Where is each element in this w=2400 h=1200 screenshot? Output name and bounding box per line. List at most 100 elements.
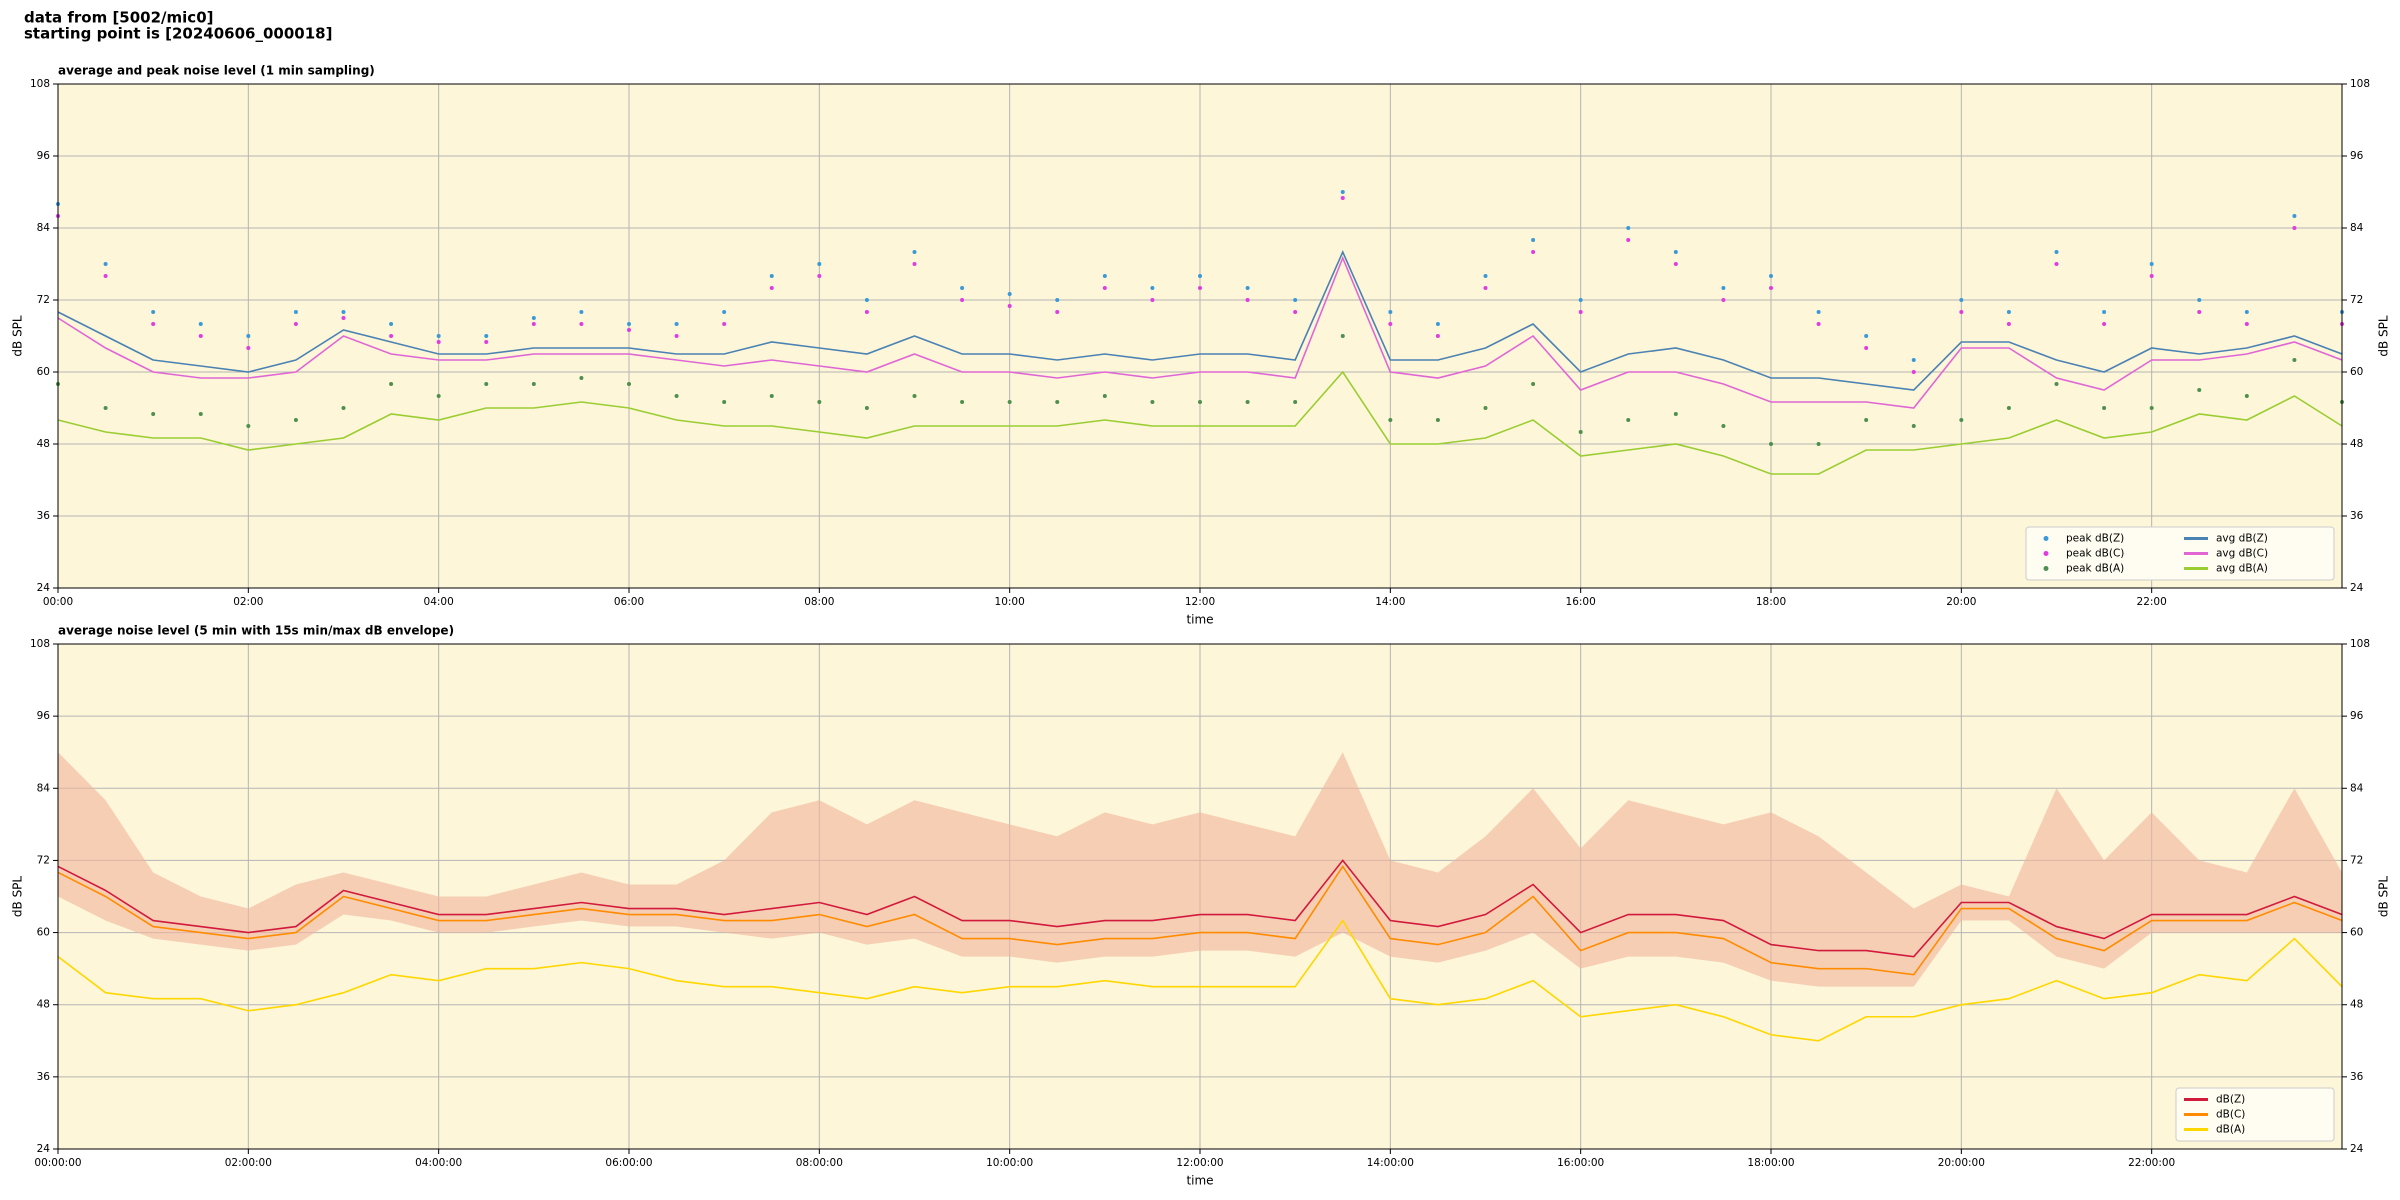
x-tick-label: 10:00 [995,596,1025,608]
x-tick-label: 04:00 [424,596,454,608]
peak-point [2102,406,2107,410]
peak-point [1007,304,1012,308]
peak-point [722,310,727,314]
peak-point [2197,388,2202,392]
peak-point [1673,262,1678,266]
peak-point [2054,382,2059,386]
y-tick-label: 96 [37,150,51,162]
peak-point [769,394,774,398]
x-tick-label: 22:00:00 [2128,1157,2175,1169]
peak-point [1055,310,1060,314]
peak-point [1721,286,1726,290]
y-tick-label: 96 [2350,150,2364,162]
peak-point [960,286,965,290]
legend-label: avg dB(C) [2216,548,2268,560]
peak-point [579,376,584,380]
peak-point [1578,310,1583,314]
y-tick-label: 48 [37,438,50,450]
legend-box [2175,1087,2335,1142]
peak-point [960,400,965,404]
peak-point [151,412,156,416]
x-tick-label: 04:00:00 [415,1157,462,1169]
x-tick-label: 06:00 [614,596,644,608]
legend-marker [2043,536,2049,541]
peak-point [722,400,727,404]
y-tick-label: 36 [37,510,51,522]
peak-point [1673,250,1678,254]
peak-point [2197,310,2202,314]
y-tick-label: 24 [2350,1143,2364,1155]
peak-point [103,406,108,410]
peak-point [103,262,108,266]
x-tick-label: 20:00 [1946,596,1976,608]
peak-point [1007,292,1012,296]
peak-point [1150,298,1155,302]
x-tick-label: 02:00:00 [225,1157,272,1169]
legend-label: dB(Z) [2216,1094,2245,1106]
peak-point [1911,358,1916,362]
peak-point [389,334,394,338]
peak-point [2006,322,2011,326]
peak-point [722,322,727,326]
panel: average noise level (5 min with 15s min/… [11,624,2391,1188]
peak-point [1388,322,1393,326]
peak-point [1150,286,1155,290]
y-tick-label: 72 [2350,294,2363,306]
peak-point [2244,310,2249,314]
peak-point [2197,298,2202,302]
peak-point [912,250,917,254]
peak-point [1531,238,1536,242]
peak-point [2006,406,2011,410]
header-line: starting point is [20240606_000018] [24,25,332,43]
peak-point [1864,346,1869,350]
peak-point [674,322,679,326]
peak-point [769,274,774,278]
peak-point [198,322,203,326]
peak-point [1293,400,1298,404]
peak-point [1435,322,1440,326]
peak-point [484,382,489,386]
peak-point [341,316,346,320]
x-tick-label: 02:00 [233,596,263,608]
peak-point [103,274,108,278]
y-tick-label: 108 [30,638,50,650]
x-tick-label: 20:00:00 [1938,1157,1985,1169]
peak-point [579,310,584,314]
peak-point [293,418,298,422]
y-tick-label: 84 [37,782,51,794]
legend-label: peak dB(A) [2066,563,2124,575]
x-axis-label: time [1186,613,1213,627]
peak-point [436,340,441,344]
y-tick-label: 36 [2350,510,2364,522]
legend-label: peak dB(C) [2066,548,2124,560]
peak-point [436,334,441,338]
peak-point [1769,274,1773,278]
peak-point [2102,322,2107,326]
peak-point [2054,250,2059,254]
peak-point [1959,310,1964,314]
series-line [57,255,2343,409]
peak-point [1769,442,1773,446]
peak-point [1198,286,1202,290]
x-tick-label: 18:00:00 [1747,1157,1794,1169]
y-tick-label: 60 [37,927,50,939]
x-tick-label: 00:00 [43,596,73,608]
x-tick-label: 08:00 [804,596,834,608]
peak-point [1911,370,1916,374]
y-tick-label: 36 [37,1071,51,1083]
x-tick-label: 18:00 [1756,596,1786,608]
peak-point [2149,274,2154,278]
y-tick-label: 48 [37,999,50,1011]
peak-point [389,382,394,386]
peak-point [1769,286,1773,290]
y-tick-label: 24 [2350,582,2364,594]
peak-point [1578,298,1583,302]
peak-point [1198,274,1202,278]
peak-point [151,322,156,326]
y-tick-label: 84 [2350,782,2364,794]
peak-point [2054,262,2059,266]
peak-point [1816,322,1821,326]
peak-point [198,412,203,416]
x-tick-label: 16:00:00 [1557,1157,1604,1169]
y-tick-label: 72 [37,294,50,306]
